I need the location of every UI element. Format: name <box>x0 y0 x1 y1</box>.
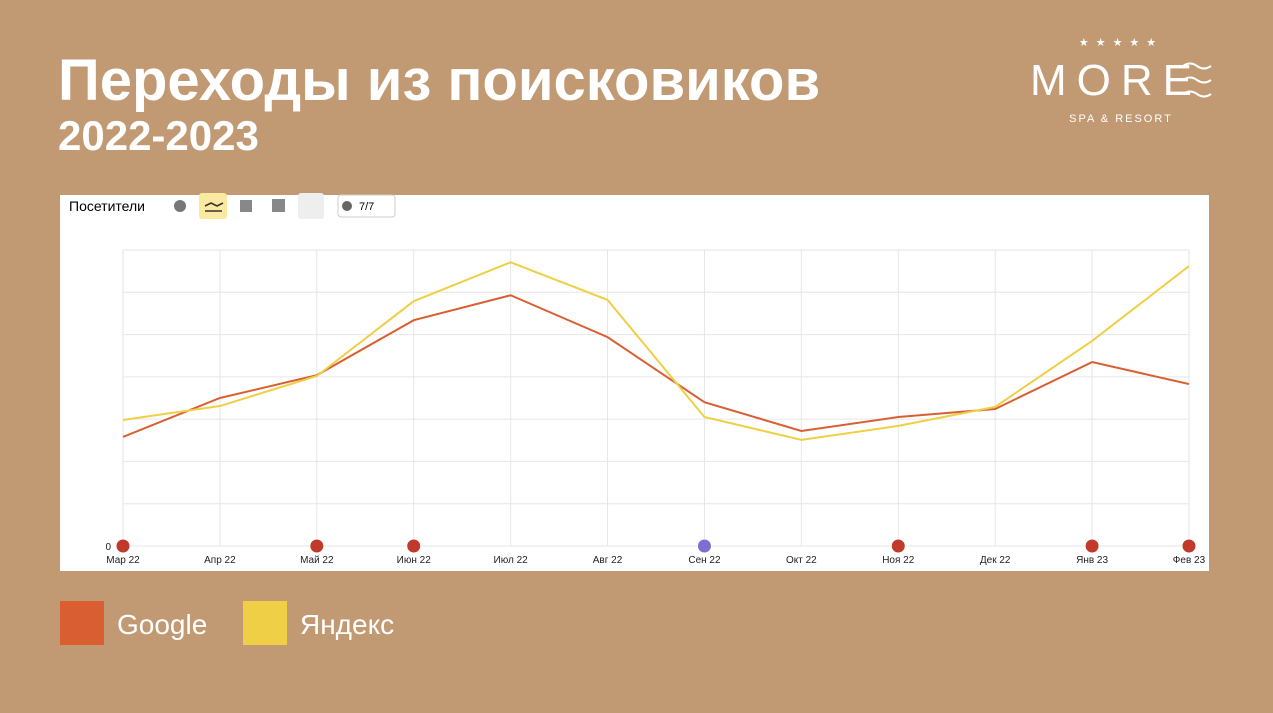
series-line <box>122 294 1190 438</box>
x-tick-label: Ноя 22 <box>882 555 915 566</box>
annotation-marker <box>696 538 712 554</box>
x-tick-label: Май 22 <box>300 555 334 566</box>
area-icon[interactable] <box>240 200 252 212</box>
y-tick-label: 0 <box>105 542 111 553</box>
annotation-marker <box>1181 538 1197 554</box>
x-tick-label: Янв 23 <box>1076 555 1108 566</box>
x-tick-label: Окт 22 <box>786 555 817 566</box>
x-tick-label: Сен 22 <box>688 555 721 566</box>
logo-waves <box>1182 62 1212 98</box>
x-tick-label: Авг 22 <box>593 555 623 566</box>
legend-swatch <box>243 601 287 645</box>
annotation-marker <box>406 538 422 554</box>
legend-swatch <box>60 601 104 645</box>
x-tick-label: Дек 22 <box>980 555 1011 566</box>
chart-panel <box>60 195 1209 571</box>
notes-button[interactable] <box>337 194 396 218</box>
logo-name: MORE <box>1030 56 1202 105</box>
legend-label: Google <box>117 609 207 640</box>
metric-label[interactable]: Посетители <box>69 198 145 214</box>
logo-stars: ★★★★★ <box>1079 37 1163 49</box>
legend: Google Яндекс <box>60 601 394 645</box>
x-tick-label: Апр 22 <box>204 555 236 566</box>
notes-counter[interactable]: 7/7 <box>359 201 374 213</box>
annotation-marker <box>890 538 906 554</box>
toolbar-icons <box>174 193 396 219</box>
x-tick-label: Июн 22 <box>397 555 432 566</box>
line-icon[interactable] <box>199 193 227 219</box>
pie-icon[interactable] <box>174 200 186 212</box>
logo: ★★★★★ MORE SPA & RESORT <box>1030 37 1212 125</box>
x-tick-label: Июл 22 <box>494 555 529 566</box>
plot: Мар 22 Апр 22 Май 22 Июн 22 Июл 22 Авг 22 Сен … <box>105 249 1206 566</box>
series-line <box>122 261 1190 441</box>
annotation-marker <box>115 538 131 554</box>
bar-icon[interactable] <box>272 199 285 212</box>
subtitle: 2022-2023 <box>58 112 259 159</box>
x-tick-label: Фев 23 <box>1173 555 1206 566</box>
title: Переходы из поисковиков <box>58 48 820 113</box>
x-tick-label: Мар 22 <box>106 555 140 566</box>
annotation-marker <box>309 538 325 554</box>
map-icon[interactable] <box>298 193 324 219</box>
logo-tagline: SPA & RESORT <box>1069 113 1173 125</box>
annotation-marker <box>1084 538 1100 554</box>
legend-label: Яндекс <box>300 609 394 640</box>
